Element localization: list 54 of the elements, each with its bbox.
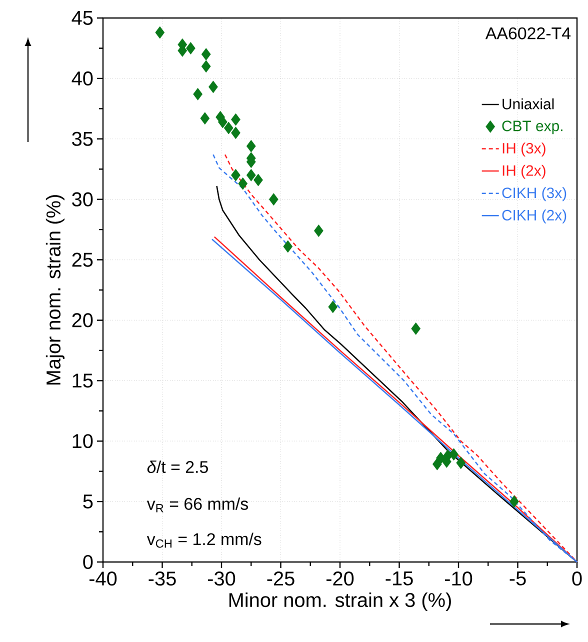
point [246,140,256,152]
point [238,177,248,190]
point [186,42,196,54]
point [155,26,165,39]
annotation: v$_{CH}$ = 1.2 mm/s [146,532,262,548]
legend-label: IH (3x) [502,142,546,156]
y-tick-label: 10 [72,434,93,448]
y-tick-label: 30 [72,192,93,206]
point [436,452,446,464]
point [456,456,466,470]
x-tick-label: -10 [444,572,472,586]
point [411,322,421,335]
legend-label: Uniaxial [502,98,554,110]
x-tick-label: -25 [267,572,294,586]
point [314,224,324,237]
y-tick-label: 0 [83,554,93,570]
y-tick-label: 45 [72,11,93,25]
y-axis-title: Major nom. strain (%) [46,195,64,384]
point [224,122,234,134]
y-tick-label: 35 [72,132,93,146]
legend-label: CBT exp. [502,120,562,134]
y-tick-label: 40 [72,71,93,86]
annotation: δ/t = 2.5 [147,460,208,474]
point [231,113,240,126]
x-tick-label: 0 [572,572,582,586]
point [283,240,293,253]
point [268,193,278,206]
y-tick-label: 25 [72,252,93,267]
x-tick-label: -15 [386,572,413,586]
point [510,495,519,508]
point [193,88,202,100]
point [231,126,240,140]
legend-label: IH (2x) [502,164,546,179]
x-tick-label: -40 [89,572,117,586]
y-tick-label: 15 [72,374,93,388]
point [246,168,256,182]
y-tick-label: 20 [72,313,93,328]
x-tick-label: -20 [326,572,354,586]
annotation: v$_{R}$ = 66 mm/s [146,497,248,512]
point [201,60,211,73]
point [208,80,218,94]
annotation: AA6022-T4 [485,27,571,40]
y-tick-label: 5 [83,494,93,508]
x-tick-label: -5 [510,572,526,586]
x-tick-label: -30 [208,572,236,586]
legend-label: CIKH (3x) [502,187,566,202]
x-axis-title: Minor nom. strain x 3 (%) [229,592,451,612]
point [254,174,263,186]
x-tick-label: -35 [148,572,176,586]
point [231,168,240,182]
point [328,300,338,314]
point [200,112,210,125]
point [201,48,211,60]
legend-label: CIKH (2x) [502,209,566,224]
